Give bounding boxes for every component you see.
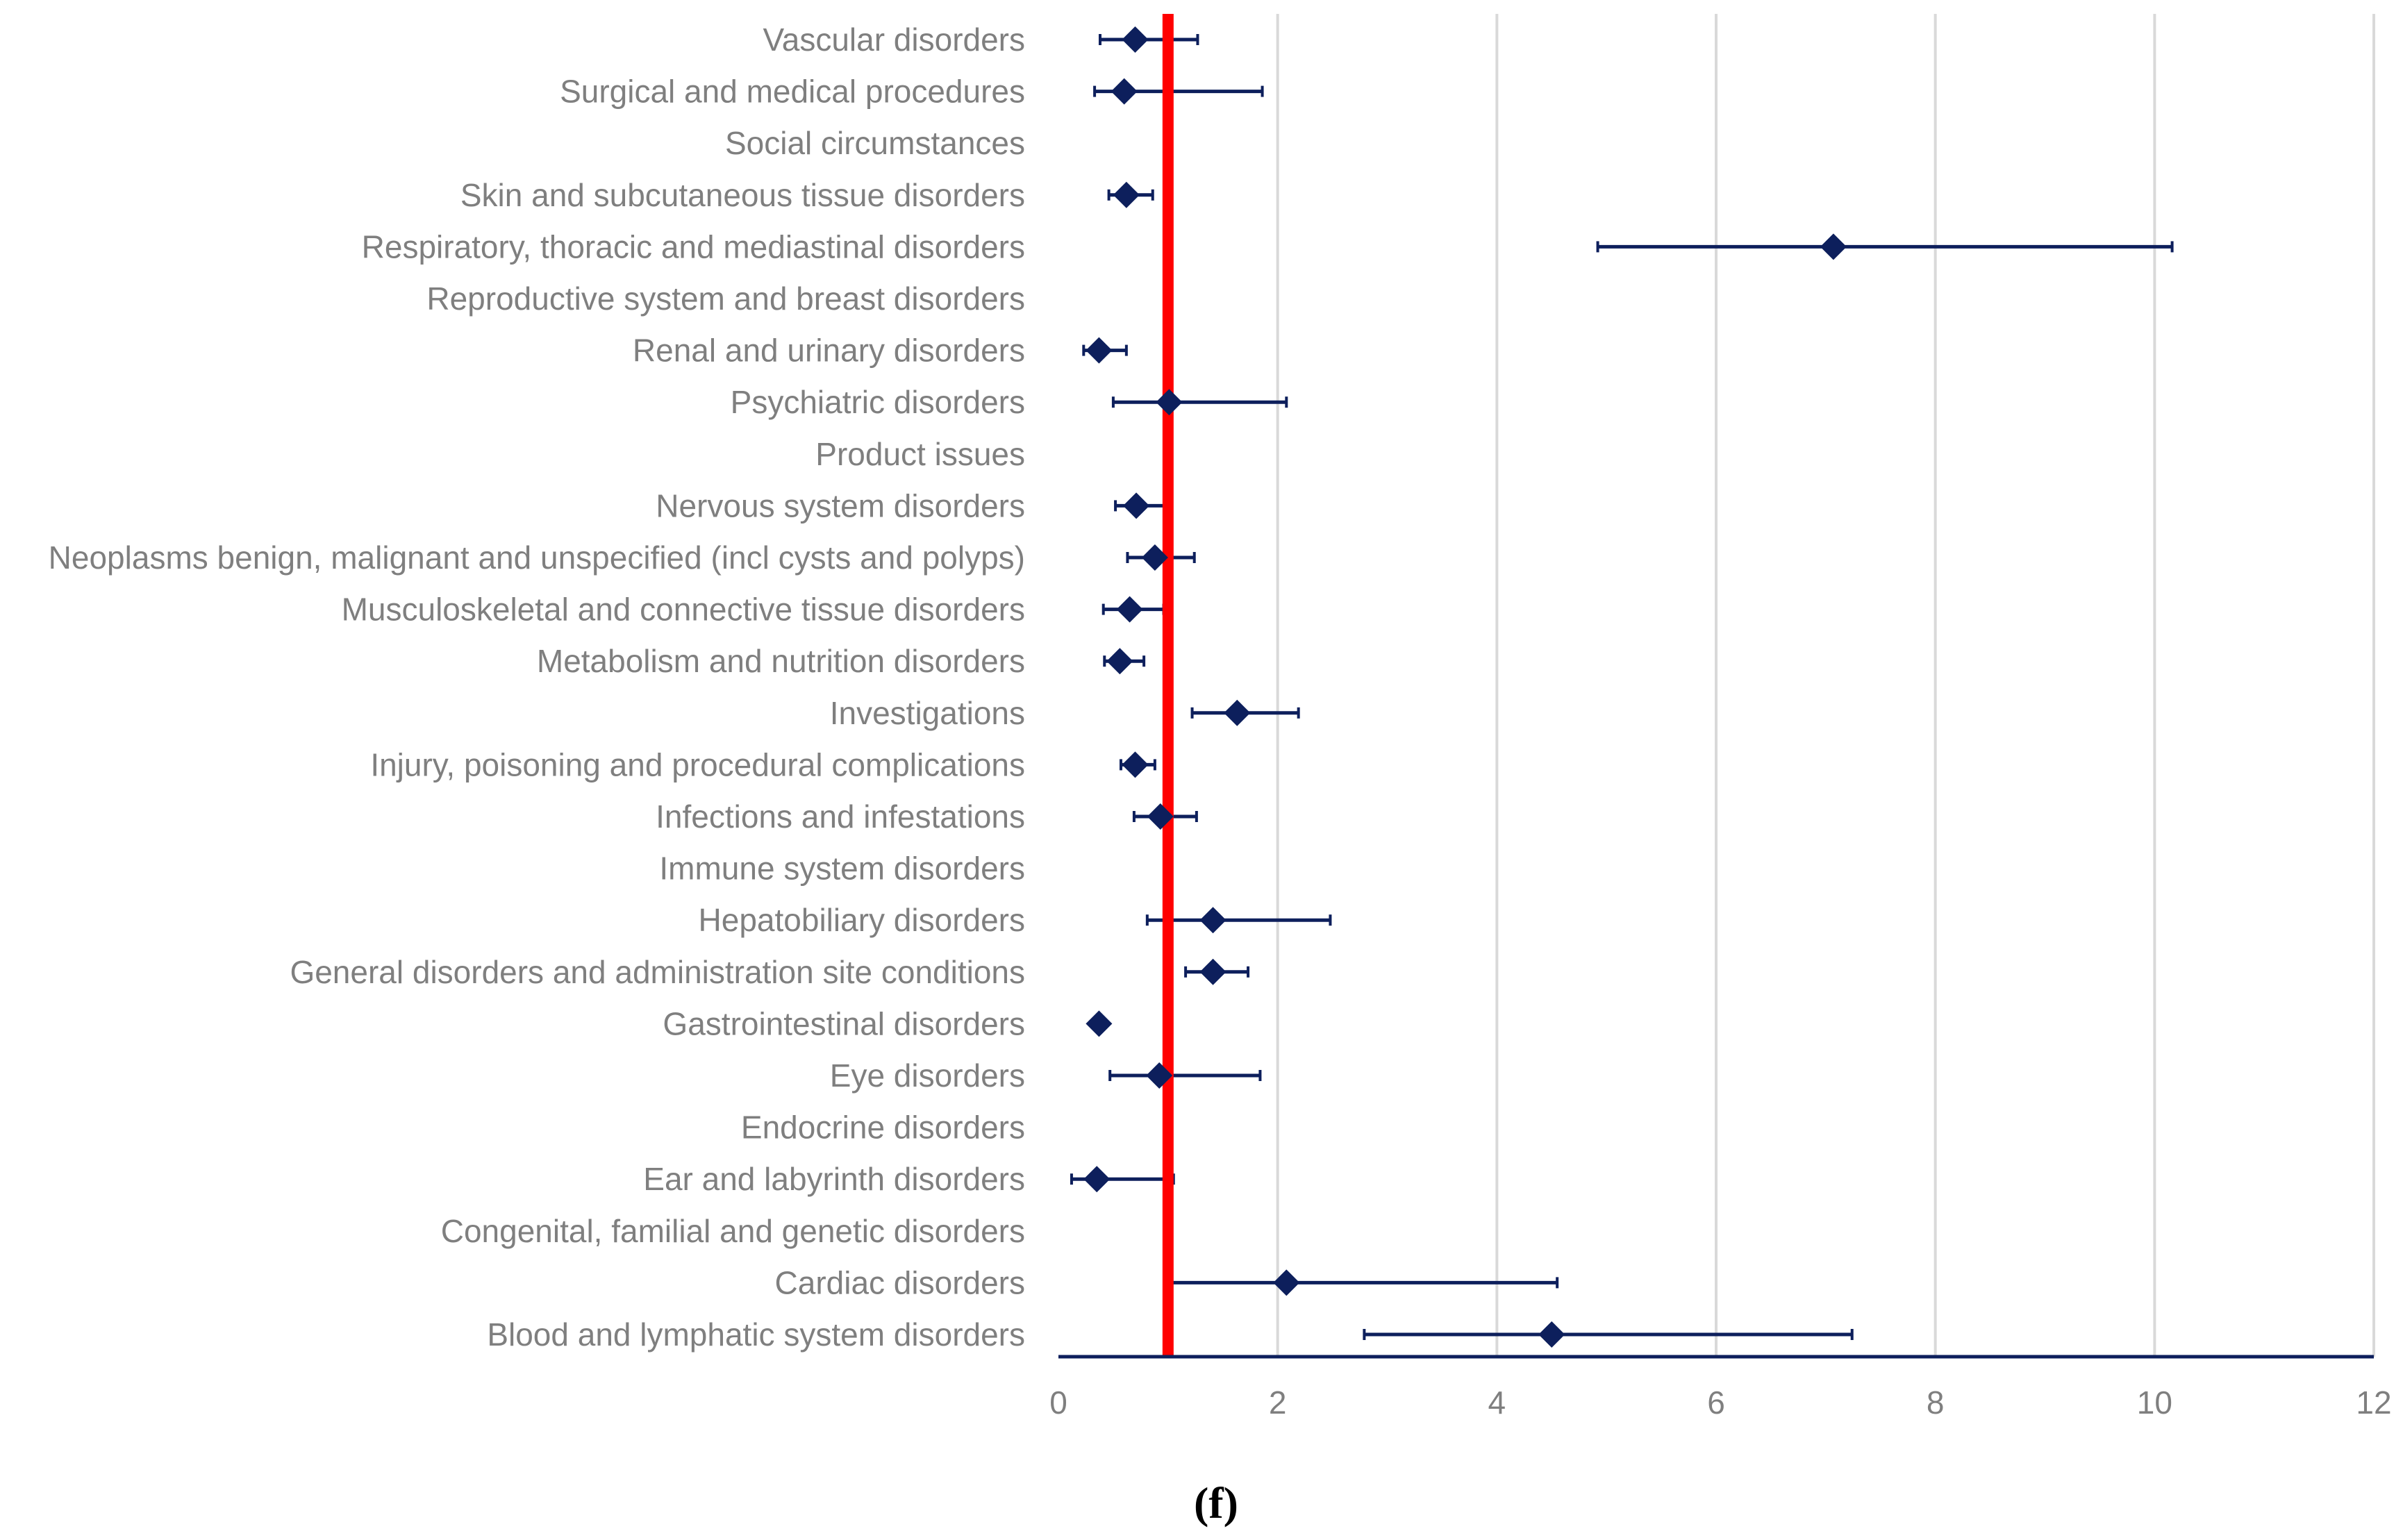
category-label: Neoplasms benign, malignant and unspecif… <box>49 539 1025 576</box>
category-label: Endocrine disorders <box>741 1110 1025 1146</box>
x-tick-label: 6 <box>1707 1384 1725 1421</box>
category-label: Hepatobiliary disorders <box>699 902 1025 938</box>
x-tick-label: 2 <box>1269 1384 1287 1421</box>
category-label: Nervous system disorders <box>656 487 1025 524</box>
category-label: Blood and lymphatic system disorders <box>487 1316 1025 1353</box>
x-tick-label: 12 <box>2356 1384 2391 1421</box>
point-estimate-marker <box>1146 1062 1173 1089</box>
point-estimate-marker <box>1199 907 1227 934</box>
point-estimate-marker <box>1147 803 1174 830</box>
category-label: Renal and urinary disorders <box>633 333 1025 369</box>
category-label: Injury, poisoning and procedural complic… <box>370 746 1025 782</box>
category-label: Cardiac disorders <box>775 1264 1025 1300</box>
x-axis: 0 2 4 6 8 10 12 <box>1049 1355 2392 1421</box>
point-estimate-marker <box>1106 648 1133 675</box>
point-estimate-marker <box>1156 389 1183 416</box>
category-label: Respiratory, thoracic and mediastinal di… <box>362 228 1025 265</box>
category-label: Skin and subcutaneous tissue disorders <box>460 177 1025 213</box>
point-estimate-marker <box>1538 1321 1565 1348</box>
point-estimate-marker <box>1086 337 1113 364</box>
gridlines <box>1276 14 2375 1357</box>
point-estimate-marker <box>1116 596 1143 623</box>
confidence-intervals <box>1070 34 2174 1340</box>
point-estimate-marker <box>1273 1269 1300 1296</box>
x-tick-label: 4 <box>1488 1384 1506 1421</box>
category-label: Infections and infestations <box>656 798 1025 835</box>
point-estimate-marker <box>1123 492 1150 519</box>
category-label: Vascular disorders <box>763 22 1025 58</box>
category-label: Gastrointestinal disorders <box>663 1005 1025 1041</box>
x-tick-label: 10 <box>2137 1384 2172 1421</box>
point-estimate-marker <box>1820 233 1847 260</box>
panel-label: (f) <box>1194 1478 1238 1528</box>
point-estimate-marker <box>1122 751 1149 778</box>
point-estimate-marker <box>1141 544 1168 571</box>
point-estimate-marker <box>1086 1010 1113 1037</box>
category-label: Eye disorders <box>830 1057 1025 1094</box>
category-label: Product issues <box>815 436 1025 472</box>
category-label: Ear and labyrinth disorders <box>643 1161 1025 1197</box>
category-label: Musculoskeletal and connective tissue di… <box>342 592 1025 628</box>
category-label: Metabolism and nutrition disorders <box>537 643 1025 679</box>
point-estimate-marker <box>1083 1166 1111 1193</box>
point-estimate-marker <box>1224 699 1251 726</box>
point-estimate-marker <box>1111 78 1138 105</box>
category-label: Reproductive system and breast disorders <box>426 281 1025 317</box>
category-label: Surgical and medical procedures <box>560 74 1025 110</box>
point-estimate-marker <box>1199 958 1227 985</box>
category-labels: Vascular disorders Surgical and medical p… <box>49 22 1025 1353</box>
category-label: Immune system disorders <box>659 851 1025 887</box>
category-label: Investigations <box>830 695 1025 731</box>
category-label: Social circumstances <box>725 125 1025 161</box>
point-estimate-marker <box>1122 26 1149 53</box>
category-label: Congenital, familial and genetic disorde… <box>441 1213 1025 1249</box>
category-label: General disorders and administration sit… <box>290 954 1025 990</box>
point-estimate-marker <box>1113 181 1140 208</box>
x-tick-label: 8 <box>1927 1384 1945 1421</box>
category-label: Psychiatric disorders <box>731 384 1025 420</box>
x-tick-label: 0 <box>1049 1384 1067 1421</box>
point-estimates <box>1083 26 1847 1348</box>
